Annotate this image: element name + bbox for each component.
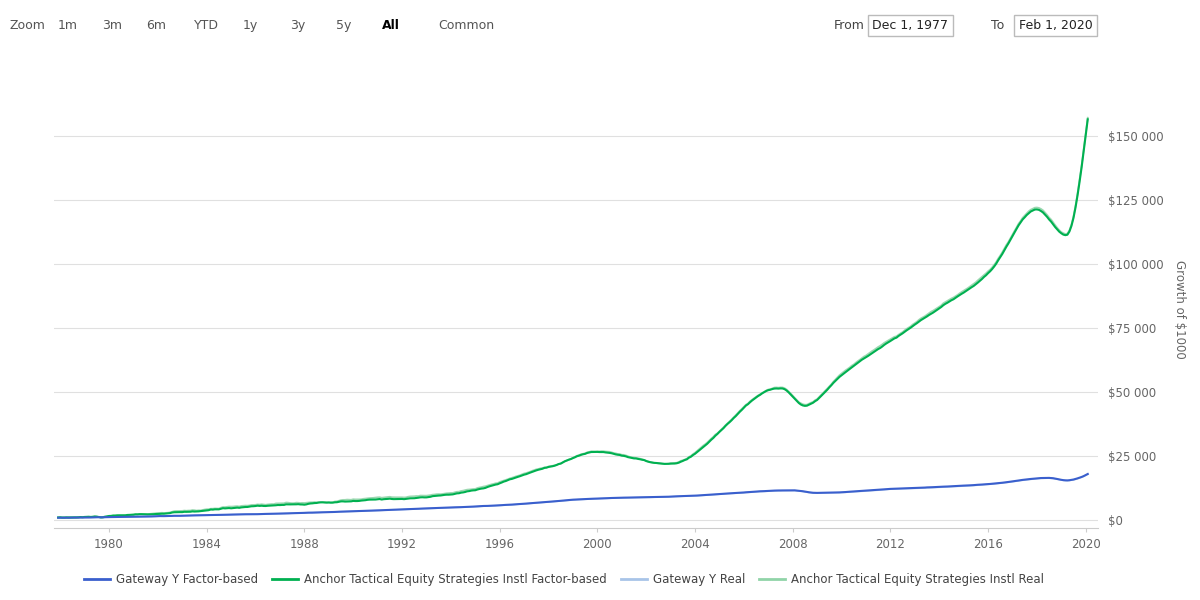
Text: All: All: [382, 19, 400, 32]
Text: Zoom: Zoom: [10, 19, 46, 32]
Text: Feb 1, 2020: Feb 1, 2020: [1019, 19, 1092, 32]
Text: Common: Common: [438, 19, 494, 32]
Legend: Gateway Y Factor-based, Anchor Tactical Equity Strategies Instl Factor-based, Ga: Gateway Y Factor-based, Anchor Tactical …: [79, 569, 1049, 591]
Text: 5y: 5y: [336, 19, 352, 32]
Text: 3m: 3m: [102, 19, 122, 32]
Text: 1y: 1y: [242, 19, 258, 32]
Text: YTD: YTD: [194, 19, 220, 32]
Text: From: From: [834, 19, 865, 32]
Y-axis label: Growth of $1000: Growth of $1000: [1174, 260, 1187, 358]
Text: 6m: 6m: [146, 19, 167, 32]
Text: Dec 1, 1977: Dec 1, 1977: [872, 19, 948, 32]
Text: 1m: 1m: [58, 19, 78, 32]
Text: 3y: 3y: [290, 19, 306, 32]
Text: To: To: [991, 19, 1004, 32]
